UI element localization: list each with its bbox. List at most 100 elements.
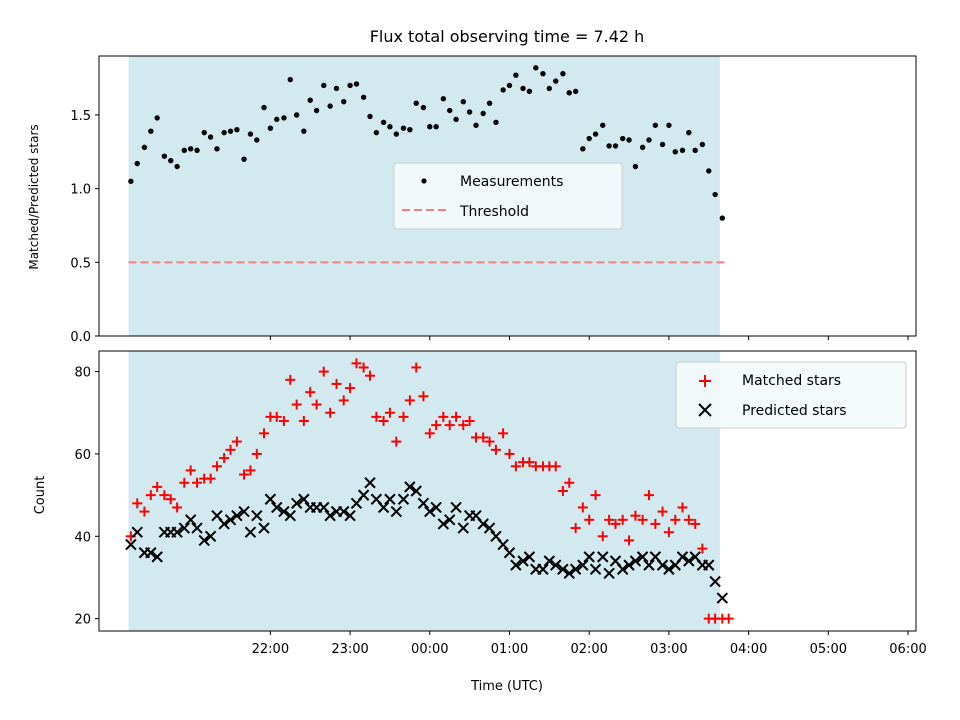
- matched-star-point: [411, 362, 422, 373]
- measurement-point: [128, 178, 134, 184]
- matched-star-point: [418, 391, 429, 402]
- predicted-star-point: [424, 505, 436, 518]
- matched-star-point: [278, 416, 289, 426]
- matched-star-point: [358, 362, 369, 373]
- time-x-axis-label: Time (UTC): [470, 679, 543, 694]
- matched-star-point: [597, 531, 608, 542]
- measurement-point: [254, 137, 260, 143]
- matched-star-point: [610, 518, 621, 529]
- measurement-point: [572, 88, 579, 95]
- measurement-point: [134, 160, 140, 167]
- measurement-point: [427, 124, 433, 130]
- predicted-star-point: [204, 530, 217, 543]
- measurement-point: [506, 82, 513, 89]
- measurement-point: [148, 128, 154, 134]
- predicted-star-point: [569, 563, 582, 575]
- measurement-point: [301, 128, 307, 134]
- measurement-point: [553, 78, 559, 84]
- matched-star-point: [451, 411, 462, 422]
- measurement-point: [639, 144, 646, 151]
- count-panel: 20 40 60 80 22:00 23:00 00:00 01:00 02:00 03:00 0…: [33, 350, 927, 694]
- predicted-star-point: [337, 505, 350, 518]
- matched-star-point: [424, 428, 435, 439]
- matched-star-point: [404, 395, 415, 406]
- ratio-legend-box: [393, 162, 623, 230]
- predicted-star-point: [264, 493, 277, 505]
- predicted-star-point: [384, 493, 396, 505]
- measurement-point: [719, 215, 726, 221]
- measurement-point: [440, 96, 447, 102]
- measurement-point: [500, 87, 506, 93]
- matched-star-point: [318, 366, 329, 377]
- ratio-y-tick-label: 1.0: [70, 183, 91, 198]
- matched-star-point: [391, 436, 402, 447]
- matched-star-point: [697, 543, 708, 554]
- measurement-point: [221, 129, 227, 136]
- measurement-point: [513, 72, 519, 78]
- matched-star-point: [431, 420, 442, 431]
- predicted-star-point: [597, 551, 609, 563]
- predicted-star-point: [171, 526, 183, 538]
- measurement-points: [128, 65, 726, 221]
- matched-star-point: [365, 370, 376, 381]
- matched-star-point: [624, 535, 635, 546]
- time-x-tick-label: 22:00: [252, 642, 289, 657]
- predicted-star-point: [390, 505, 403, 518]
- measurement-point: [241, 156, 247, 162]
- measurement-point: [333, 85, 340, 92]
- measurement-point: [287, 76, 293, 83]
- predicted-star-point: [284, 509, 297, 522]
- time-x-tick-label: 03:00: [650, 642, 687, 657]
- ratio-legend: Measurements Threshold: [393, 162, 623, 230]
- matched-star-point: [219, 453, 230, 464]
- predicted-stars-points: [125, 477, 729, 604]
- predicted-star-point: [224, 514, 237, 526]
- predicted-star-point: [537, 563, 549, 575]
- measurement-point: [307, 97, 313, 103]
- predicted-star-point: [344, 509, 356, 522]
- predicted-star-point: [184, 514, 197, 526]
- measurement-point: [453, 116, 459, 123]
- predicted-star-point: [417, 497, 430, 510]
- count-panel-frame: [98, 350, 917, 632]
- predicted-star-point: [583, 551, 595, 563]
- measurement-point: [473, 122, 479, 128]
- matched-star-point: [690, 518, 701, 529]
- predicted-star-point: [643, 559, 655, 571]
- matched-star-point: [670, 514, 681, 525]
- predicted-star-point: [131, 526, 143, 538]
- time-x-tick-label: 00:00: [411, 642, 448, 657]
- measurement-point: [699, 141, 706, 148]
- predicted-star-point: [410, 485, 422, 497]
- matched-star-point: [604, 514, 615, 525]
- matched-star-point: [159, 490, 170, 501]
- measurement-point: [347, 82, 353, 89]
- predicted-star-point: [125, 538, 137, 551]
- matched-star-point: [577, 502, 588, 513]
- measurement-point: [227, 128, 234, 134]
- predicted-star-point: [450, 501, 462, 514]
- predicted-star-point: [251, 509, 263, 522]
- count-y-ticks: 20 40 60 80: [74, 366, 99, 628]
- measurement-point: [181, 147, 187, 154]
- matched-star-point: [584, 514, 595, 525]
- measurement-point: [566, 90, 572, 96]
- measurement-point: [174, 163, 180, 170]
- matched-star-point: [245, 465, 256, 476]
- measurement-point: [592, 131, 599, 137]
- matched-star-point: [458, 420, 469, 431]
- count-legend-box: [675, 361, 907, 429]
- time-x-tick-label: 02:00: [570, 642, 607, 657]
- matched-star-point: [311, 399, 322, 410]
- matched-star-point: [398, 411, 409, 422]
- predicted-star-point: [324, 509, 336, 522]
- matched-star-point: [225, 444, 236, 455]
- measurement-point: [612, 143, 619, 149]
- measurement-point: [586, 135, 592, 142]
- matched-star-point: [152, 481, 163, 492]
- measurement-point: [234, 126, 240, 133]
- count-y-tick-label: 40: [74, 530, 91, 545]
- matched-star-point: [510, 461, 521, 472]
- predicted-star-point: [444, 514, 456, 526]
